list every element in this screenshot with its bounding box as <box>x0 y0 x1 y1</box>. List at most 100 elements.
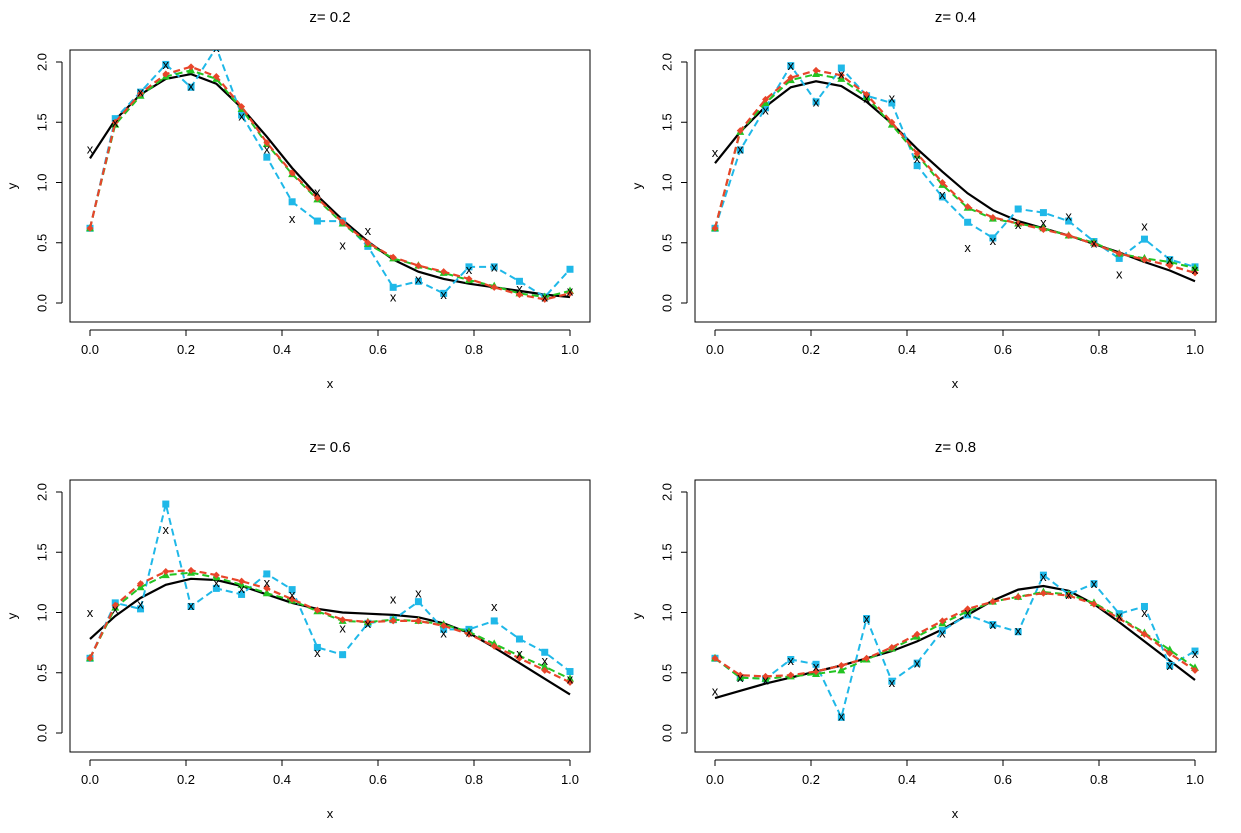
x-axis-label: x <box>327 806 334 821</box>
observed-point: x <box>737 141 744 156</box>
series-orange-point <box>263 139 271 147</box>
y-tick-label: 0.5 <box>35 664 50 682</box>
series-cyan-point <box>187 602 195 610</box>
series-orange-point <box>964 203 972 211</box>
observed-point: x <box>838 67 845 82</box>
series-cyan-point <box>313 217 321 225</box>
series-green-line <box>714 73 1196 270</box>
series-cyan-point <box>263 570 271 578</box>
plot-frame <box>69 49 591 323</box>
y-tick-label: 1.0 <box>660 603 675 621</box>
x-tick-label: 0.8 <box>465 772 483 787</box>
series-orange-point <box>787 671 795 679</box>
observed-point: x <box>712 145 719 160</box>
data-layer: x x x x x x x x x x x x x x x x x x x x <box>711 58 1199 283</box>
series-cyan-point <box>137 605 145 613</box>
series-cyan-point <box>1014 628 1022 636</box>
observed-point: x <box>567 283 574 298</box>
observed-point: x <box>314 185 321 200</box>
series-cyan-point <box>1014 205 1022 213</box>
observed-point: x <box>365 223 372 238</box>
observed-point: x <box>87 141 94 156</box>
series-cyan-point <box>111 115 119 123</box>
observed-point: x <box>1091 235 1098 250</box>
series-green-line <box>89 69 571 299</box>
series-orange-point <box>313 194 321 202</box>
observed-point: x <box>516 646 523 661</box>
data-layer: x x x x x x x x x x x x x x x x x x x x <box>711 569 1199 724</box>
series-orange-point <box>863 91 871 99</box>
series-cyan-point <box>566 668 574 676</box>
y-tick-label: 1.5 <box>660 543 675 561</box>
x-axis-label: x <box>327 376 334 391</box>
observed-point: x <box>1040 569 1047 584</box>
truth-line <box>89 577 571 696</box>
x-tick-label: 1.0 <box>561 342 579 357</box>
observed-point: x <box>188 79 195 94</box>
series-cyan-point <box>490 263 498 271</box>
y-tick-label: 0.5 <box>660 664 675 682</box>
y-tick-label: 0.0 <box>660 724 675 742</box>
y-axis-label: y <box>5 612 20 619</box>
series-orange-point <box>465 630 473 638</box>
observed-point: x <box>990 233 997 248</box>
series-orange-point <box>187 63 195 71</box>
x-tick-label: 0.4 <box>273 772 291 787</box>
observed-point: x <box>339 621 346 636</box>
truth-line <box>714 80 1196 283</box>
y-tick-label: 2.0 <box>660 53 675 71</box>
series-orange-point <box>989 598 997 606</box>
series-orange-point <box>938 179 946 186</box>
series-cyan-point <box>440 625 448 633</box>
series-cyan-point <box>1065 217 1073 225</box>
y-tick-label: 1.5 <box>35 543 50 561</box>
series-cyan-line <box>714 573 1196 721</box>
observed-point: x <box>914 656 921 671</box>
observed-point: x <box>466 624 473 639</box>
observed-point: x <box>112 115 119 130</box>
series-orange-point <box>1014 219 1022 227</box>
series-green-line <box>89 571 571 680</box>
series-orange-point <box>762 95 770 103</box>
series-green-point <box>837 665 846 674</box>
observed-point: x <box>390 592 397 607</box>
x-tick-label: 0.8 <box>1090 772 1108 787</box>
y-tick-label: 0.0 <box>35 724 50 742</box>
observed-point: x <box>1015 623 1022 638</box>
observed-point: x <box>213 575 220 590</box>
series-orange-point <box>913 630 921 638</box>
series-orange-point <box>339 616 347 624</box>
series-orange-point <box>1039 589 1047 597</box>
y-tick-label: 1.5 <box>660 113 675 131</box>
observed-point: x <box>788 653 795 668</box>
series-cyan-line <box>89 503 571 673</box>
observed-point: x <box>491 259 498 274</box>
observed-point: x <box>762 672 769 687</box>
series-orange-point <box>440 622 448 630</box>
series-orange-point <box>938 617 946 625</box>
series-cyan-point <box>162 60 170 68</box>
panel-1: z= 0.2 0.0 0.2 0.4 0.6 0.8 1.0 x 0.0 0.5 1.0 1.5 2.0… <box>5 9 591 391</box>
series-orange-point <box>736 127 744 135</box>
observed-point: x <box>516 281 523 296</box>
series-orange-point <box>812 668 820 676</box>
x-tick-label: 0.0 <box>706 772 724 787</box>
series-cyan-point <box>888 99 896 107</box>
observed-point: x <box>863 611 870 626</box>
y-tick-label: 0.0 <box>660 294 675 312</box>
x-tick-label: 0.8 <box>1090 342 1108 357</box>
series-orange-point <box>566 289 574 297</box>
y-tick-label: 1.5 <box>35 113 50 131</box>
series-cyan-point <box>515 635 523 643</box>
series-cyan-point <box>812 660 820 668</box>
observed-point: x <box>889 675 896 690</box>
y-tick-label: 0.5 <box>660 234 675 252</box>
series-cyan-point <box>339 651 347 659</box>
series-orange-point <box>1090 600 1098 608</box>
truth-line <box>89 72 571 299</box>
series-orange-line <box>88 65 571 301</box>
series-cyan-point <box>1166 662 1174 670</box>
series-cyan-point <box>440 289 448 297</box>
series-orange-point <box>238 103 246 111</box>
series-orange-point <box>913 150 921 158</box>
